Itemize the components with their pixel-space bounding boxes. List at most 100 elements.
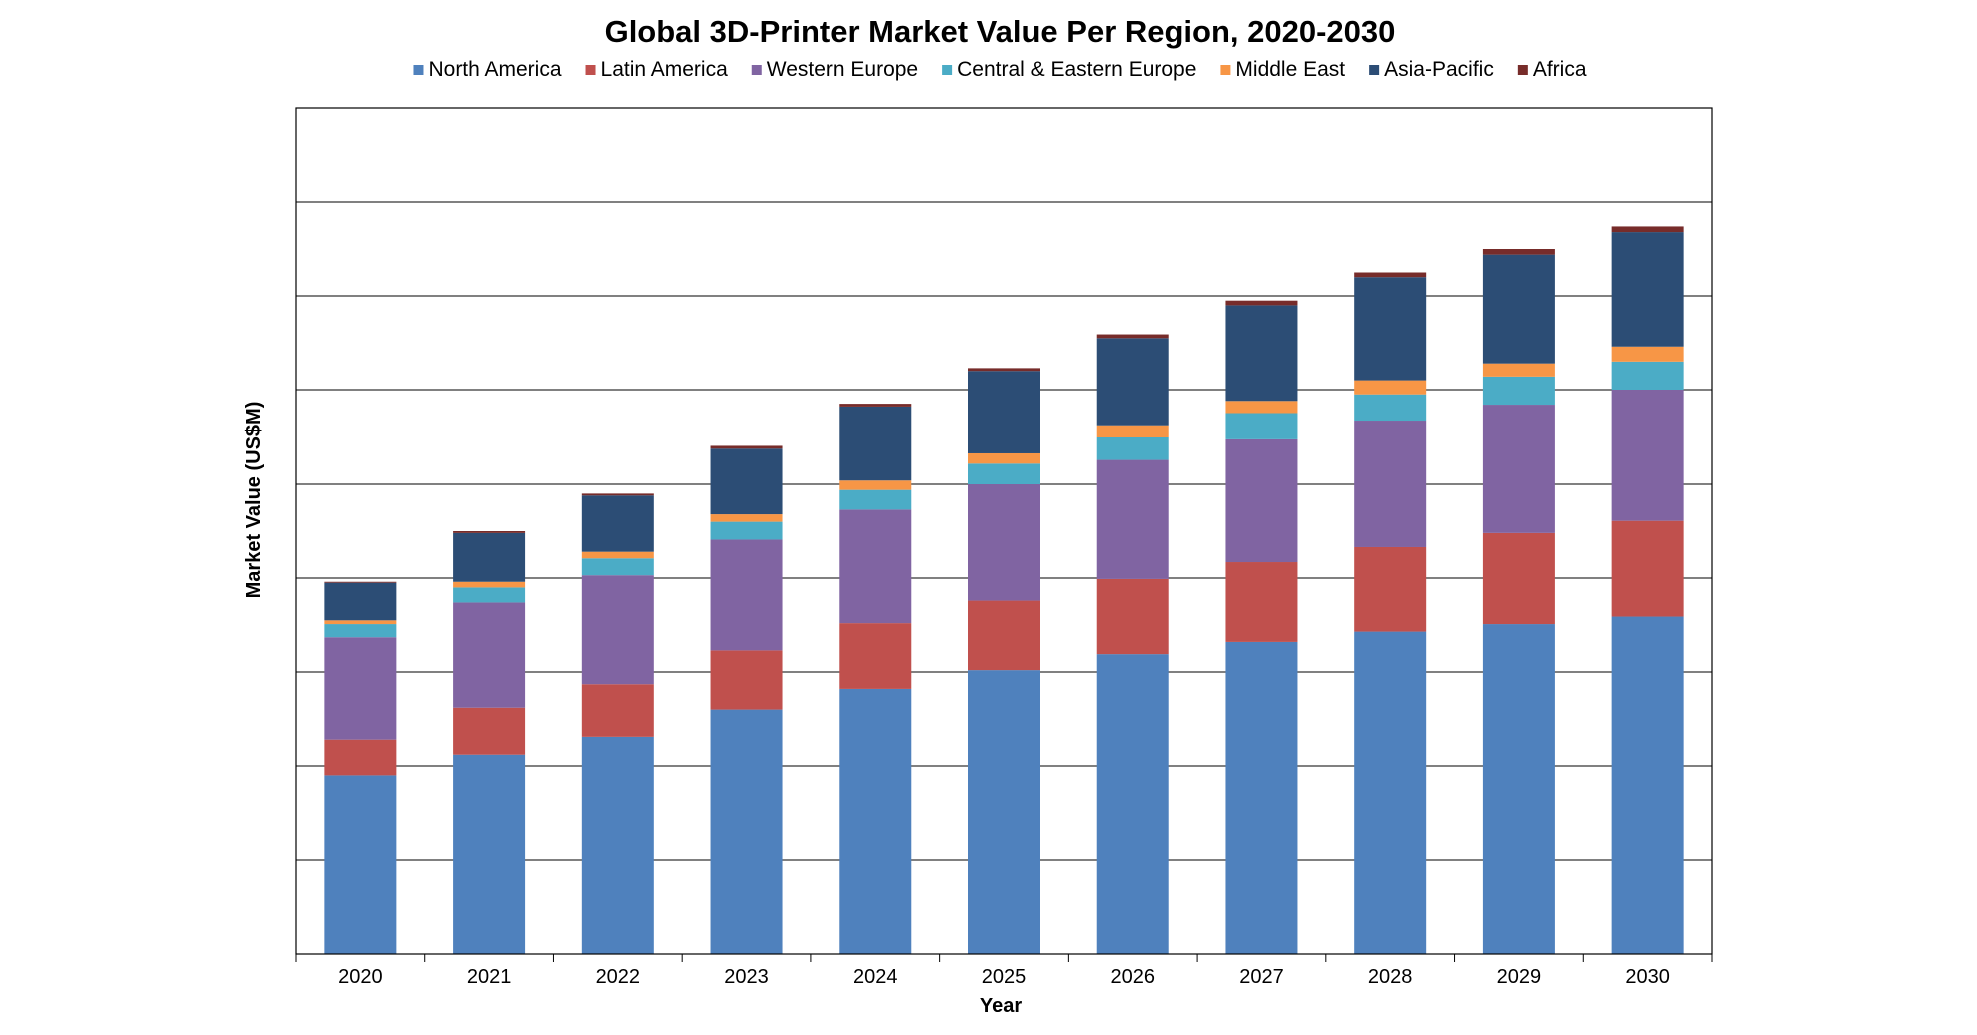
legend-label: Asia-Pacific	[1384, 58, 1494, 81]
bar-stack-2020	[324, 581, 397, 954]
legend-item: Africa	[1517, 58, 1587, 81]
bars	[324, 226, 1684, 954]
bar-segment	[453, 581, 526, 588]
bar-segment	[968, 371, 1040, 453]
x-tick-label: 2029	[1497, 966, 1542, 988]
bar-segment	[710, 448, 783, 515]
bar-segment	[710, 521, 783, 540]
bar-segment	[1096, 437, 1169, 460]
bar-segment	[324, 775, 397, 954]
legend-label: Latin America	[601, 58, 729, 81]
bar-stack-2023	[710, 445, 783, 954]
bar-segment	[453, 707, 526, 755]
bar-segment	[1096, 334, 1169, 339]
chart-title: Global 3D-Printer Market Value Per Regio…	[605, 14, 1396, 49]
bar-segment	[1225, 401, 1298, 414]
bar-segment	[1482, 376, 1555, 406]
y-axis-title: Market Value (US$M)	[243, 402, 265, 599]
bar-segment	[839, 509, 912, 624]
bar-segment	[1482, 405, 1555, 533]
bar-segment	[1482, 363, 1555, 377]
bar-segment	[1482, 254, 1555, 364]
bar-segment	[1096, 425, 1169, 437]
legend-label: Africa	[1533, 58, 1587, 81]
bar-segment	[1611, 346, 1684, 362]
bar-segment	[1482, 532, 1555, 625]
bar-segment	[968, 484, 1040, 601]
bar-segment	[453, 754, 526, 954]
bar-segment	[839, 688, 912, 954]
bar-segment	[1482, 249, 1555, 255]
bar-stack-2026	[1096, 334, 1169, 954]
legend-item: Central & Eastern Europe	[942, 58, 1196, 81]
bar-segment	[710, 514, 783, 522]
bar-stack-2022	[581, 493, 654, 954]
x-tick-label: 2025	[982, 966, 1027, 988]
bar-stack-2028	[1354, 272, 1427, 954]
bar-segment	[1611, 361, 1684, 390]
bar-segment	[581, 736, 654, 954]
bar-segment	[1225, 300, 1298, 306]
legend-label: Western Europe	[767, 58, 918, 81]
bar-stack-2024	[839, 404, 912, 954]
bar-segment	[1096, 338, 1169, 426]
bar-segment	[968, 600, 1040, 671]
legend-swatch	[1369, 65, 1380, 75]
legend-swatch	[1220, 65, 1231, 75]
x-axis: 2020 2021 2022 2023 2024 2025 2026 2027 2028 2029…	[295, 954, 1713, 988]
bar-segment	[1096, 459, 1169, 579]
bar-segment	[324, 582, 397, 621]
bar-segment	[1354, 631, 1427, 954]
bar-segment	[710, 650, 783, 710]
bar-segment	[710, 445, 783, 449]
bar-segment	[1354, 272, 1427, 278]
bar-segment	[1096, 654, 1169, 954]
bar-segment	[710, 539, 783, 651]
x-tick-label: 2020	[338, 966, 383, 988]
bar-segment	[1225, 641, 1298, 954]
x-tick-label: 2021	[467, 966, 512, 988]
x-tick-label: 2030	[1625, 966, 1670, 988]
bar-segment	[839, 480, 912, 490]
bar-stack-2025	[968, 368, 1040, 954]
bar-segment	[839, 489, 912, 510]
bar-segment	[1482, 624, 1555, 954]
legend-item: Western Europe	[751, 58, 918, 81]
bar-segment	[1096, 578, 1169, 655]
bar-segment	[1611, 520, 1684, 617]
legend-swatch	[751, 65, 762, 75]
bar-segment	[324, 637, 397, 740]
bar-segment	[1225, 305, 1298, 402]
bar-segment	[1354, 380, 1427, 395]
bar-segment	[1225, 562, 1298, 642]
bar-stack-2030	[1611, 226, 1684, 954]
bar-segment	[324, 620, 397, 625]
x-tick-label: 2028	[1368, 966, 1413, 988]
legend-swatch	[1517, 65, 1528, 75]
legend-item: Latin America	[585, 58, 729, 81]
bar-segment	[581, 684, 654, 737]
bar-segment	[453, 532, 526, 582]
bar-segment	[968, 670, 1040, 954]
x-tick-label: 2024	[853, 966, 898, 988]
bar-segment	[324, 739, 397, 776]
plot-area-frame	[295, 107, 1713, 955]
bar-segment	[581, 493, 654, 496]
x-tick-label: 2026	[1110, 966, 1155, 988]
legend-label: Middle East	[1235, 58, 1345, 81]
x-tick-label: 2022	[596, 966, 641, 988]
legend-item: Asia-Pacific	[1369, 58, 1494, 81]
bar-segment	[453, 587, 526, 603]
bar-segment	[1611, 390, 1684, 521]
x-tick-label: 2027	[1239, 966, 1284, 988]
legend-label: North America	[428, 58, 561, 81]
bar-segment	[1611, 226, 1684, 233]
bar-segment	[1354, 277, 1427, 381]
legend-item: Middle East	[1220, 58, 1345, 81]
legend-label: Central & Eastern Europe	[957, 58, 1196, 81]
bar-segment	[324, 581, 397, 583]
bar-stack-2029	[1482, 249, 1555, 954]
bar-segment	[1225, 438, 1298, 563]
